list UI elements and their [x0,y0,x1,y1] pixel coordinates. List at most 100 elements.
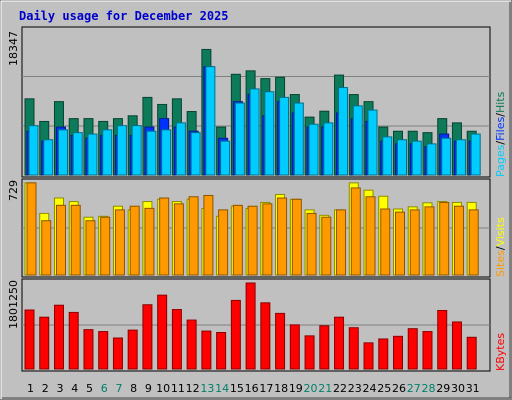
bar-kbytes [378,338,389,370]
bar-kbytes [319,325,330,370]
bar-sites [100,216,111,276]
bar-kbytes [275,312,286,370]
legend-separator: / [494,246,507,250]
bar-pages [72,132,83,176]
day-label: 28 [421,382,435,395]
bar-pages [116,125,127,176]
bar-pages [249,88,260,176]
bar-kbytes [466,336,477,370]
day-label: 25 [377,382,391,395]
bar-kbytes [216,332,227,370]
bar-sites [129,205,140,276]
bar-pages [234,102,245,176]
bar-pages [338,87,349,176]
day-label: 16 [245,382,259,395]
bar-sites [26,182,37,276]
bar-sites [247,205,258,276]
bar-kbytes [68,311,79,370]
legend-files: Files [494,116,507,140]
bar-sites [468,209,479,276]
bar-pages [28,125,39,176]
bar-sites [70,204,81,276]
day-label: 23 [348,382,362,395]
day-label: 30 [451,382,465,395]
bar-pages [146,130,157,176]
bar-kbytes [437,309,448,370]
bar-kbytes [289,324,300,370]
bar-sites [350,187,361,276]
bar-pages [441,137,452,176]
day-label: 15 [230,382,244,395]
bar-sites [232,204,243,276]
bar-pages [205,66,216,176]
bar-kbytes [393,335,403,370]
day-label: 14 [215,382,229,395]
bar-kbytes [245,282,256,370]
bar-pages [455,139,466,176]
day-label: 17 [259,382,273,395]
bar-kbytes [334,316,345,370]
bar-sites [41,220,52,276]
bar-kbytes [186,319,197,370]
bar-kbytes [348,327,359,370]
bar-sites [144,207,155,276]
panel-bottom: 1801250 KBytes [7,278,507,372]
bar-pages [323,122,334,176]
day-label: 10 [156,382,170,395]
panel-middle: 729 Sites/Visits [7,178,507,278]
bar-kbytes [53,304,64,370]
day-label: 9 [145,382,152,395]
day-label: 18 [274,382,288,395]
bar-sites [336,209,347,276]
bar-pages [175,122,186,176]
bar-pages [279,96,290,176]
bar-pages [190,132,201,176]
bar-kbytes [39,316,50,370]
bar-sites [409,209,420,276]
day-label: 24 [363,382,377,395]
bar-kbytes [157,294,168,370]
legend: KBytes [494,333,507,371]
chart-title: Daily usage for December 2025 [19,9,229,23]
bar-pages [411,140,422,176]
bar-kbytes [98,331,109,370]
day-label: 26 [392,382,406,395]
bar-pages [397,139,407,176]
bar-sites [277,197,288,276]
bar-kbytes [83,329,94,370]
bar-sites [55,204,66,276]
legend-kbytes: KBytes [494,333,507,371]
day-label: 19 [289,382,303,395]
legend-pages: Pages [494,144,507,177]
legend-hits: Hits [494,91,507,113]
bar-pages [87,133,98,176]
day-label: 3 [56,382,63,395]
legend-separator: / [494,113,507,117]
bar-sites [188,196,199,276]
day-label: 27 [407,382,421,395]
bar-sites [306,212,317,276]
bar-kbytes [112,337,123,370]
bar-sites [424,206,435,276]
bar-kbytes [363,342,374,370]
y-max-label: 729 [7,180,20,201]
bar-kbytes [304,335,315,370]
bar-sites [218,209,229,276]
day-label: 29 [436,382,450,395]
bar-sites [439,201,450,276]
bar-sites [380,208,391,276]
bar-sites [85,220,96,276]
bar-kbytes [171,309,182,370]
legend-sites: Sites [494,250,507,277]
day-label: 12 [186,382,200,395]
y-max-label: 1801250 [7,280,20,329]
bar-kbytes [422,331,433,370]
day-label: 7 [115,382,122,395]
legend-separator: / [494,141,507,145]
day-label: 1 [27,382,34,395]
legend-visits: Visits [494,217,507,246]
bar-pages [220,140,231,176]
bar-pages [161,129,172,176]
